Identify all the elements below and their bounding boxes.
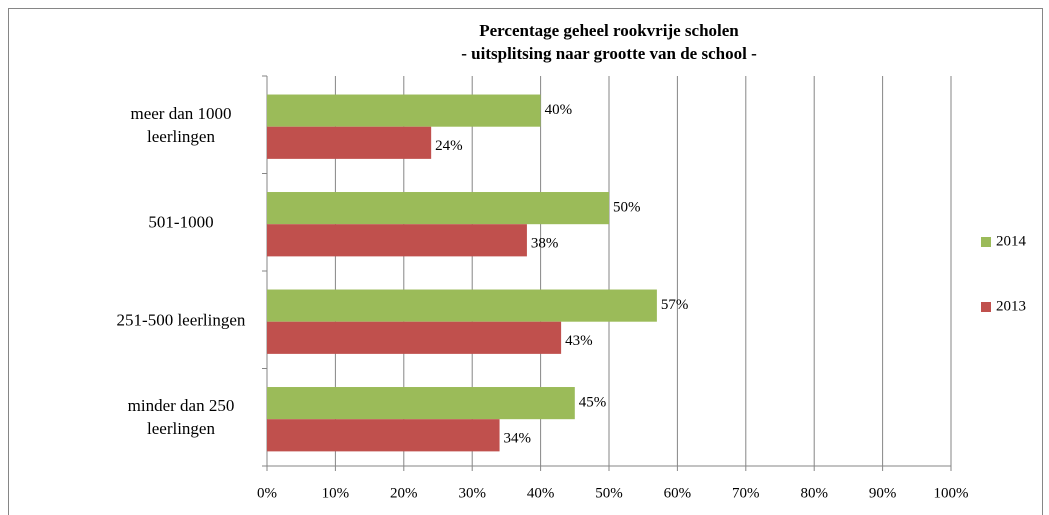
y-tick-label: 501-1000 bbox=[148, 212, 214, 232]
x-tick-label: 10% bbox=[322, 485, 350, 501]
y-tick-label: minder dan 250 leerlingen bbox=[127, 396, 235, 439]
x-tick-label: 70% bbox=[732, 485, 760, 501]
x-tick-label: 100% bbox=[934, 485, 969, 501]
chart-border bbox=[8, 8, 1043, 515]
value-label: 34% bbox=[504, 431, 532, 447]
legend-label: 2013 bbox=[996, 298, 1026, 314]
bar bbox=[267, 387, 575, 420]
bar bbox=[267, 126, 432, 159]
value-label: 45% bbox=[579, 395, 607, 411]
x-tick-label: 40% bbox=[527, 485, 555, 501]
bar bbox=[267, 94, 541, 127]
bar bbox=[267, 419, 500, 452]
value-label: 57% bbox=[661, 297, 689, 313]
value-label: 40% bbox=[545, 102, 573, 118]
legend-swatch bbox=[981, 237, 991, 247]
chart-title: Percentage geheel rookvrije scholen bbox=[479, 21, 739, 40]
y-tick-label: meer dan 1000 leerlingen bbox=[130, 103, 232, 146]
x-tick-label: 60% bbox=[664, 485, 692, 501]
x-tick-label: 90% bbox=[869, 485, 897, 501]
bar bbox=[267, 192, 609, 225]
x-tick-label: 50% bbox=[595, 485, 623, 501]
x-tick-label: 30% bbox=[458, 485, 486, 501]
bar bbox=[267, 321, 562, 354]
chart-subtitle: - uitsplitsing naar grootte van de schoo… bbox=[461, 44, 757, 63]
bar bbox=[267, 224, 527, 257]
bar bbox=[267, 289, 657, 322]
value-label: 38% bbox=[531, 236, 559, 252]
y-tick-label: 251-500 leerlingen bbox=[116, 310, 246, 330]
value-label: 24% bbox=[435, 138, 463, 154]
value-label: 43% bbox=[565, 333, 593, 349]
value-label: 50% bbox=[613, 200, 641, 216]
legend-label: 2014 bbox=[996, 233, 1027, 249]
x-tick-label: 0% bbox=[257, 485, 277, 501]
legend-swatch bbox=[981, 302, 991, 312]
x-tick-label: 80% bbox=[800, 485, 828, 501]
x-tick-label: 20% bbox=[390, 485, 418, 501]
